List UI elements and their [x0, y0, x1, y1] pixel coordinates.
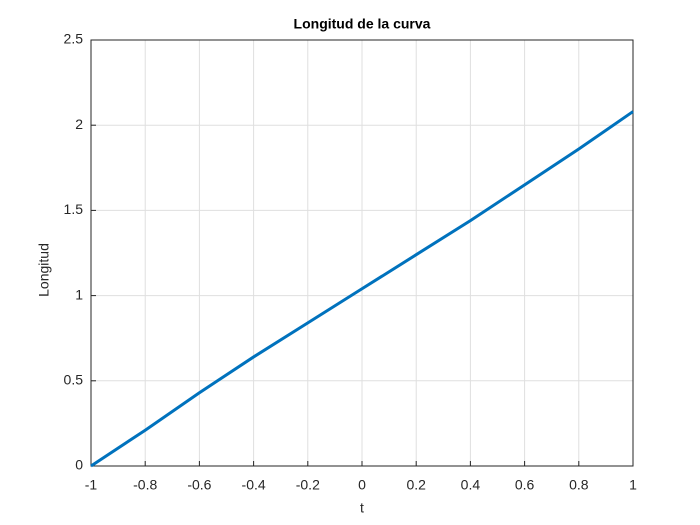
x-tick-label: 0.2	[406, 477, 426, 493]
y-tick-label: 1	[75, 286, 83, 302]
x-tick-label: 0.6	[515, 477, 535, 493]
y-tick-label: 0.5	[64, 372, 84, 388]
chart-title: Longitud de la curva	[294, 16, 431, 32]
x-tick-label: 0.8	[569, 477, 589, 493]
x-tick-label: -0.4	[242, 477, 266, 493]
x-tick-label: 0	[358, 477, 366, 493]
x-axis-label: t	[360, 500, 364, 516]
y-tick-label: 0	[75, 457, 83, 473]
y-tick-label: 1.5	[64, 201, 84, 217]
x-tick-label: 1	[629, 477, 637, 493]
x-tick-label: -0.6	[187, 477, 211, 493]
x-tick-label: 0.4	[461, 477, 481, 493]
x-tick-label: -1	[85, 477, 98, 493]
data-line	[90, 110, 634, 468]
y-tick-label: 2	[75, 116, 83, 132]
x-tick-label: -0.8	[133, 477, 157, 493]
x-tick-label: -0.2	[296, 477, 320, 493]
axes-box	[90, 39, 634, 467]
y-tick-label: 2.5	[64, 31, 84, 47]
y-axis-label: Longitud	[36, 243, 52, 297]
